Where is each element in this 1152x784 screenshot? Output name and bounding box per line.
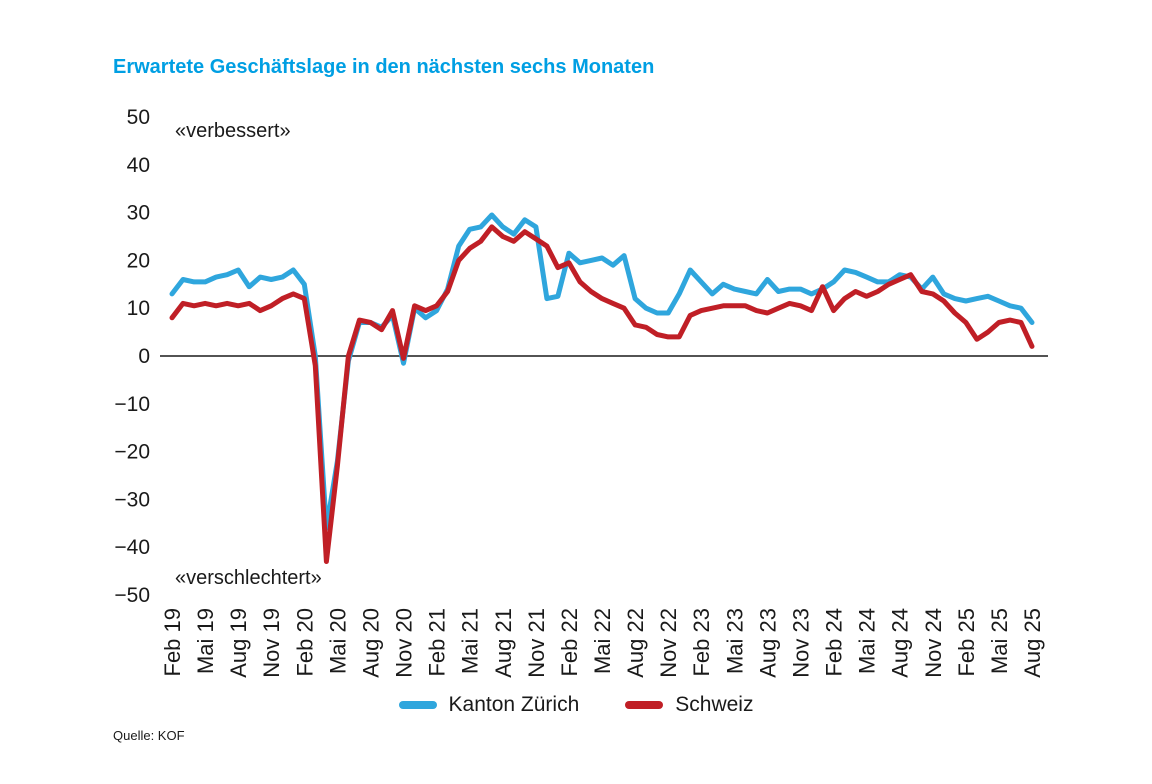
x-tick-label: Aug 21: [491, 608, 516, 678]
x-tick-label: Mai 24: [855, 608, 880, 674]
x-tick-label: Nov 22: [656, 608, 681, 678]
annotation-verschlechtert: «verschlechtert»: [175, 567, 322, 589]
y-tick-label: 0: [138, 345, 150, 368]
chart-title: Erwartete Geschäftslage in den nächsten …: [113, 56, 655, 78]
y-tick-label: 50: [127, 106, 150, 129]
x-tick-label: Feb 19: [160, 608, 185, 677]
legend-label-kanton-zuerich: Kanton Zürich: [448, 693, 580, 716]
y-tick-label: 10: [127, 297, 150, 320]
x-tick-label: Feb 25: [954, 608, 979, 677]
x-tick-label: Aug 20: [358, 608, 383, 678]
chart-legend: Kanton Zürich Schweiz: [0, 693, 1152, 717]
legend-item-kanton-zuerich: Kanton Zürich: [398, 693, 580, 717]
x-tick-label: Aug 25: [1020, 608, 1045, 678]
x-tick-label: Aug 24: [888, 608, 913, 678]
x-tick-label: Feb 22: [557, 608, 582, 677]
series-line-kanton-z-rich: [169, 212, 1035, 531]
legend-label-schweiz: Schweiz: [675, 693, 754, 716]
x-tick-label: Nov 21: [524, 608, 549, 678]
x-tick-label: Mai 20: [325, 608, 350, 674]
x-tick-label: Nov 19: [259, 608, 284, 678]
x-tick-label: Nov 20: [392, 608, 417, 678]
x-tick-label: Aug 22: [623, 608, 648, 678]
y-tick-label: −30: [114, 488, 150, 511]
y-tick-label: −10: [114, 393, 150, 416]
y-tick-label: 40: [127, 154, 150, 177]
series-line-schweiz: [169, 224, 1035, 564]
y-tick-label: −40: [114, 536, 150, 559]
x-tick-label: Mai 23: [722, 608, 747, 674]
x-tick-label: Mai 19: [193, 608, 218, 674]
x-tick-label: Aug 23: [755, 608, 780, 678]
source-note: Quelle: KOF: [113, 728, 185, 743]
x-tick-label: Mai 22: [590, 608, 615, 674]
x-tick-label: Aug 19: [226, 608, 251, 678]
y-tick-label: −20: [114, 441, 150, 464]
y-tick-label: 20: [127, 249, 150, 272]
x-tick-label: Feb 20: [292, 608, 317, 677]
legend-item-schweiz: Schweiz: [625, 693, 753, 717]
x-tick-label: Mai 21: [458, 608, 483, 674]
x-tick-label: Feb 23: [689, 608, 714, 677]
x-tick-label: Nov 24: [921, 608, 946, 678]
legend-swatch-schweiz-icon: [625, 701, 664, 709]
y-tick-label: −50: [114, 584, 150, 607]
x-tick-label: Feb 24: [822, 608, 847, 677]
x-tick-label: Nov 23: [788, 608, 813, 678]
y-tick-label: 30: [127, 202, 150, 225]
annotation-verbessert: «verbessert»: [175, 120, 291, 142]
legend-swatch-kanton-zuerich-icon: [398, 701, 437, 709]
x-tick-label: Feb 21: [425, 608, 450, 677]
x-tick-label: Mai 25: [987, 608, 1012, 674]
